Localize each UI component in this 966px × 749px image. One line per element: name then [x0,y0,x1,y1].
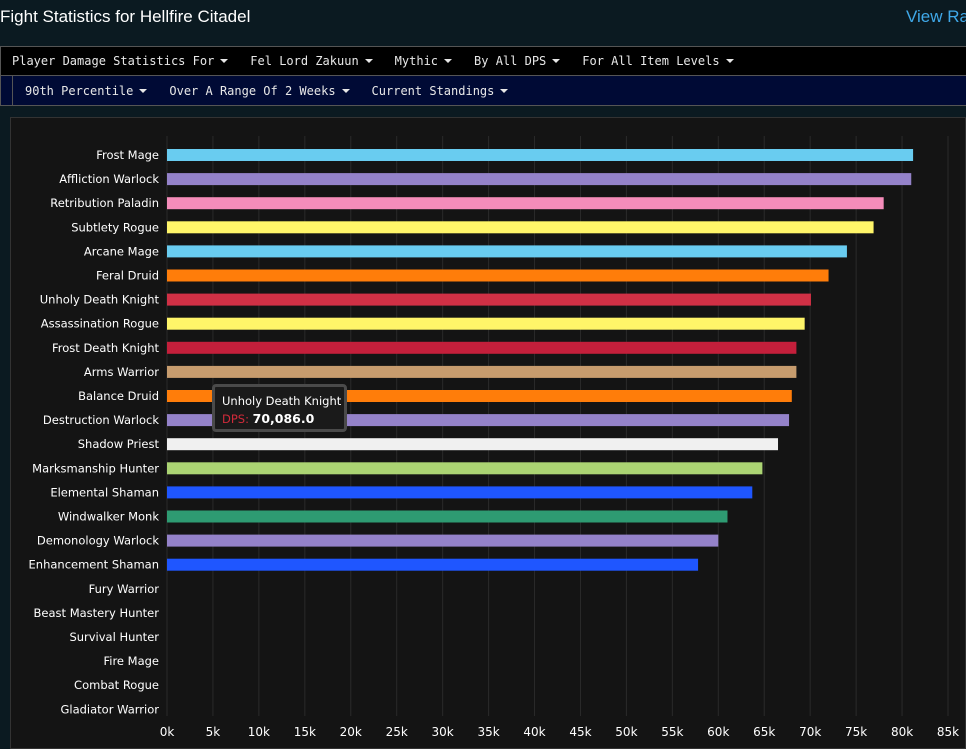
dps-bar[interactable] [167,438,779,451]
damage-statistics-dropdown[interactable]: Player Damage Statistics For [12,54,229,68]
time-range-dropdown[interactable]: Over A Range Of 2 Weeks [169,84,350,98]
dps-bar[interactable] [167,293,811,306]
category-label: Unholy Death Knight [40,293,160,307]
x-tick-label: 30k [432,725,454,739]
tooltip-key: DPS [222,412,246,426]
dps-bar[interactable] [167,269,829,282]
dps-bar[interactable] [167,462,763,475]
dps-bar[interactable] [167,365,797,378]
category-label: Assassination Rogue [41,317,159,331]
chevron-down-icon [500,88,509,93]
x-tick-label: 80k [891,725,913,739]
category-label: Retribution Paladin [50,196,159,210]
x-tick-label: 55k [661,725,683,739]
category-label: Subtlety Rogue [71,220,159,234]
standings-dropdown[interactable]: Current Standings [372,84,509,98]
dps-bar[interactable] [167,317,805,330]
dps-bar[interactable] [167,558,699,571]
x-tick-label: 85k [937,725,959,739]
category-label: Fury Warrior [89,582,160,596]
category-label: Balance Druid [78,389,159,403]
percentile-dropdown[interactable]: 90th Percentile [25,84,148,98]
dps-bar[interactable] [167,534,719,547]
x-tick-label: 0k [160,725,175,739]
category-label: Enhancement Shaman [29,558,159,572]
dps-bar-chart: 0k 5k 10k 15k 20k 25k 30k 35k 40k 45k 50k 55k 60k 65k… [29,136,959,748]
x-tick-label: 5k [206,725,221,739]
category-label: Arcane Mage [84,244,159,258]
x-tick-label: 65k [753,725,775,739]
category-label: Survival Hunter [69,630,159,644]
dps-bar[interactable] [167,197,884,210]
x-tick-label: 25k [386,725,408,739]
category-label: Frost Death Knight [52,341,159,355]
page-title: Fight Statistics for Hellfire Citadel [0,7,251,26]
dps-bar[interactable] [167,149,914,161]
x-tick-label: 70k [799,725,821,739]
category-label: Destruction Warlock [43,413,159,427]
role-dropdown[interactable]: By All DPS [474,54,561,68]
filter-bar-primary: Player Damage Statistics For Fel Lord Za… [0,46,966,76]
dps-bar[interactable] [167,173,912,186]
category-label: Gladiator Warrior [60,702,159,716]
x-tick-label: 15k [294,725,316,739]
chevron-down-icon [220,59,229,63]
category-label: Frost Mage [96,148,159,162]
dps-bar[interactable] [167,341,797,354]
chevron-down-icon [139,88,148,93]
category-label: Windwalker Monk [58,510,160,524]
category-label: Elemental Shaman [50,485,159,499]
x-tick-label: 35k [477,725,499,739]
chevron-down-icon [725,59,734,63]
title-bar: Fight Statistics for Hellfire Citadel Vi… [0,0,966,36]
x-tick-label: 40k [523,725,545,739]
category-label: Shadow Priest [78,437,160,451]
difficulty-dropdown[interactable]: Mythic [395,54,453,68]
chevron-down-icon [341,88,350,93]
category-label: Fire Mage [103,654,159,668]
chart-tooltip: Unholy Death Knight DPS: 70,086.0 [212,384,347,432]
x-tick-label: 45k [569,725,591,739]
x-tick-label: 75k [845,725,867,739]
dps-bar[interactable] [167,221,874,234]
boss-dropdown[interactable]: Fel Lord Zakuun [250,54,373,68]
chevron-down-icon [364,59,373,63]
category-label: Feral Druid [96,269,159,283]
tooltip-value: 70,086.0 [252,411,315,426]
x-tick-label: 20k [340,725,362,739]
x-axis-label: DPS [544,746,571,748]
chevron-down-icon [552,59,561,63]
category-label: Beast Mastery Hunter [34,606,160,620]
x-tick-label: 10k [248,725,270,739]
category-label: Affliction Warlock [59,172,159,186]
filter-bar-secondary: 90th Percentile Over A Range Of 2 Weeks … [0,76,966,106]
x-tick-label: 60k [707,725,729,739]
x-tick-label: 50k [615,725,637,739]
dps-bar[interactable] [167,510,728,523]
category-label: Arms Warrior [84,365,159,379]
dps-bar[interactable] [167,486,753,499]
chevron-down-icon [444,59,453,63]
category-label: Demonology Warlock [37,534,159,548]
category-label: Marksmanship Hunter [32,461,159,475]
item-level-dropdown[interactable]: For All Item Levels [582,54,734,68]
tooltip-spec-name: Unholy Death Knight [222,394,342,408]
dps-bar[interactable] [167,245,847,258]
chart-panel: 0k 5k 10k 15k 20k 25k 30k 35k 40k 45k 50k 55k 60k 65k… [10,117,966,749]
tooltip-value-row: DPS: 70,086.0 [222,411,315,426]
view-rankings-link[interactable]: View Ra [906,7,966,26]
category-label: Combat Rogue [74,678,159,692]
